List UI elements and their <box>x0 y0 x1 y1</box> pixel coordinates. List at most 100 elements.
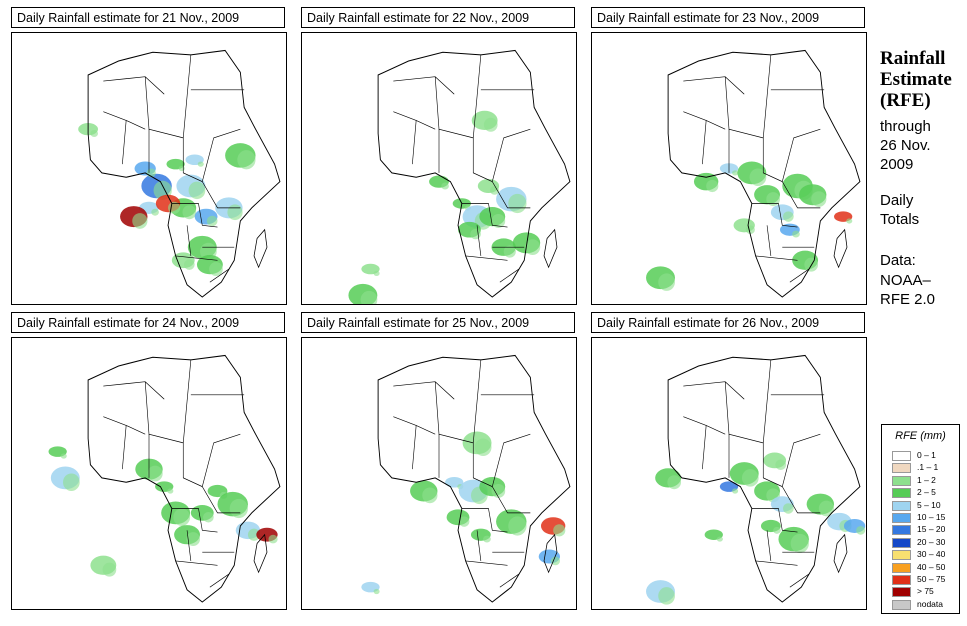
legend-swatch <box>892 488 911 499</box>
rainfall-patch <box>775 459 787 471</box>
country-border <box>499 268 520 283</box>
rainfall-patch <box>197 161 204 167</box>
country-border <box>751 203 798 228</box>
rainfall-patch <box>360 290 378 304</box>
legend-label: .1 – 1 <box>917 462 939 473</box>
country-border <box>201 128 241 182</box>
country-border <box>491 433 531 487</box>
rainfall-patch <box>132 213 148 229</box>
country-border <box>476 530 482 561</box>
rainfall-patch <box>373 588 380 595</box>
country-border <box>751 508 798 533</box>
rainfall-patch <box>227 204 243 221</box>
country-border <box>766 225 772 256</box>
legend-swatch <box>892 525 911 536</box>
rainfall-panel-3: Daily Rainfall estimate for 23 Nov., 200… <box>591 7 867 305</box>
country-border <box>202 181 241 209</box>
rainfall-patch <box>491 213 506 228</box>
country-border <box>782 486 821 514</box>
legend-label: 2 – 5 <box>917 487 936 498</box>
rainfall-patch <box>474 438 492 457</box>
rainfall-patch <box>483 117 498 132</box>
africa-coastline <box>667 354 861 603</box>
country-border <box>702 120 707 165</box>
country-border <box>175 255 218 261</box>
country-border <box>702 425 707 470</box>
country-border <box>472 137 493 182</box>
country-border <box>789 268 810 283</box>
country-border <box>434 76 474 139</box>
country-border <box>393 381 455 400</box>
country-border <box>724 381 764 444</box>
legend-label: > 75 <box>917 586 934 597</box>
country-border <box>465 255 508 261</box>
country-border <box>144 76 184 139</box>
africa-map <box>591 337 867 610</box>
legend-label: nodata <box>917 598 943 609</box>
rainfall-patch <box>206 215 218 227</box>
africa-map <box>11 32 287 305</box>
rainfall-patch <box>706 179 719 193</box>
rainfall-patch <box>209 262 223 277</box>
country-border <box>202 486 241 514</box>
data-source: NOAA– RFE 2.0 <box>880 272 936 308</box>
country-border <box>393 76 455 95</box>
africa-coastline <box>87 49 281 298</box>
rainfall-patch <box>458 516 470 527</box>
rainfall-patch <box>525 239 541 256</box>
rainfall-patch <box>229 498 248 519</box>
rainfall-patch <box>783 503 794 514</box>
africa-map <box>301 337 577 610</box>
legend-swatch <box>892 475 911 486</box>
rainfall-patch <box>147 465 163 482</box>
country-border <box>781 128 821 182</box>
rainfall-patch <box>62 473 80 491</box>
rainfall-patch <box>508 193 527 214</box>
rainfall-patch <box>173 508 191 526</box>
rainfall-patch <box>60 453 67 459</box>
country-border <box>182 359 192 443</box>
country-border <box>492 486 531 514</box>
madagascar-coastline <box>253 228 268 269</box>
panel-title: Daily Rainfall estimate for 26 Nov., 200… <box>591 312 865 333</box>
legend-swatch <box>892 537 911 548</box>
legend-swatch <box>892 587 911 598</box>
country-border <box>762 137 783 182</box>
legend-swatch <box>892 463 911 474</box>
rainfall-patch <box>268 534 278 544</box>
legend-label: 1 – 2 <box>917 474 936 485</box>
rainfall-patch <box>470 228 481 240</box>
country-border <box>683 416 726 435</box>
country-border <box>762 442 783 487</box>
country-border <box>412 425 417 470</box>
through-date: 26 Nov. 2009 <box>880 137 931 173</box>
madagascar-coastline <box>543 228 558 269</box>
country-border <box>182 442 203 487</box>
rainfall-patch <box>491 483 506 498</box>
country-border <box>766 530 772 561</box>
africa-map <box>591 32 867 305</box>
rainfall-patch <box>553 524 566 537</box>
country-border <box>209 573 230 588</box>
country-border <box>122 425 127 470</box>
country-border <box>724 76 764 139</box>
legend-label: 20 – 30 <box>917 536 946 547</box>
madagascar-coastline <box>543 533 558 574</box>
country-border <box>103 76 165 95</box>
rainfall-patch <box>102 562 117 577</box>
country-border <box>144 381 184 444</box>
madagascar-coastline <box>253 533 268 574</box>
country-border <box>122 120 127 165</box>
rainfall-panel-4: Daily Rainfall estimate for 24 Nov., 200… <box>11 312 287 610</box>
country-border <box>755 255 798 261</box>
country-border <box>476 225 482 256</box>
rainfall-patch <box>658 273 675 291</box>
country-border <box>182 54 192 138</box>
rainfall-patch <box>203 511 214 523</box>
rainfall-patch <box>783 211 794 222</box>
country-border <box>175 560 218 566</box>
country-border <box>171 203 218 228</box>
legend-title: RFE (mm) <box>895 430 946 442</box>
country-border <box>472 359 482 443</box>
